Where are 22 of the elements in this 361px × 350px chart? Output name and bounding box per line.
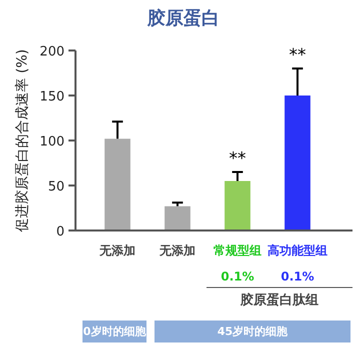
y-tick-label: 50 — [48, 180, 65, 194]
chart-title: 胶原蛋白 — [146, 8, 220, 29]
bar — [284, 96, 310, 230]
annotation: ** — [229, 149, 246, 169]
x-tick-label: 无添加 — [158, 244, 196, 258]
y-tick-label: 100 — [40, 134, 65, 150]
y-axis-title: 促进胶原蛋白的合成速率 (%) — [14, 49, 30, 232]
bar — [224, 181, 250, 230]
text: 0.1% — [280, 270, 314, 284]
y-tick-label: 0 — [56, 224, 65, 240]
x-tick-label: 无添加 — [98, 244, 136, 258]
text: 0.1% — [220, 270, 254, 284]
y-tick-label: 150 — [40, 90, 65, 104]
bar — [104, 138, 130, 230]
bar — [164, 206, 190, 230]
text: 胶原蛋白肽组 — [240, 292, 318, 308]
y-tick-label: 200 — [40, 44, 65, 60]
text: 45岁时的细胞 — [217, 325, 289, 338]
x-tick-label: 高功能型组 — [268, 244, 328, 258]
x-tick-label: 常规型组 — [214, 244, 262, 258]
text: 0岁时的细胞 — [83, 325, 147, 338]
annotation: ** — [289, 46, 306, 66]
